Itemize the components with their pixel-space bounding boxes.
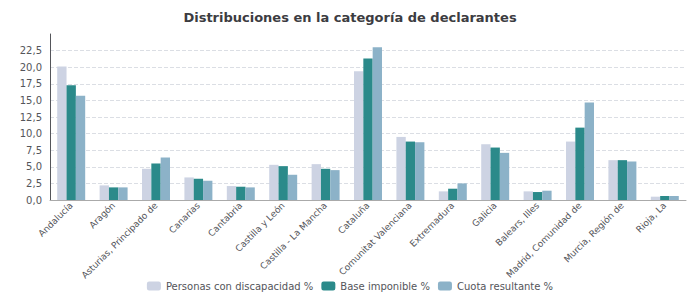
svg-text:Extremadura: Extremadura — [408, 200, 456, 248]
svg-text:Comunitat Valenciana: Comunitat Valenciana — [337, 200, 414, 277]
svg-text:Base imponible %: Base imponible % — [340, 281, 430, 292]
svg-text:Distribuciones en la categoría: Distribuciones en la categoría de declar… — [183, 10, 516, 25]
svg-text:Personas con discapacidad %: Personas con discapacidad % — [166, 281, 313, 292]
svg-text:Castilla - La Mancha: Castilla - La Mancha — [258, 200, 329, 271]
svg-text:Rioja, La: Rioja, La — [634, 200, 668, 234]
svg-text:7,5: 7,5 — [26, 145, 42, 156]
svg-text:10,0: 10,0 — [20, 128, 42, 139]
svg-text:2,5: 2,5 — [26, 178, 42, 189]
svg-text:17,5: 17,5 — [20, 78, 42, 89]
svg-text:Madrid, Comunidad de: Madrid, Comunidad de — [504, 200, 584, 280]
svg-text:Balears, Illes: Balears, Illes — [494, 200, 542, 248]
svg-text:Cantabria: Cantabria — [206, 200, 244, 238]
svg-text:0,0: 0,0 — [26, 195, 42, 206]
svg-text:Galicia: Galicia — [470, 200, 499, 229]
svg-text:Canarias: Canarias — [167, 200, 202, 235]
svg-text:Cataluña: Cataluña — [336, 200, 371, 235]
svg-text:12,5: 12,5 — [20, 112, 42, 123]
svg-text:15,0: 15,0 — [20, 95, 42, 106]
svg-text:Cuota resultante %: Cuota resultante % — [457, 281, 553, 292]
svg-text:Murcia, Región de: Murcia, Región de — [562, 200, 626, 264]
svg-text:Asturias, Principado de: Asturias, Principado de — [79, 200, 159, 280]
svg-text:22,5: 22,5 — [20, 45, 42, 56]
svg-text:Castilla y León: Castilla y León — [233, 200, 287, 254]
svg-text:Aragón: Aragón — [87, 200, 117, 230]
svg-text:Andalucía: Andalucía — [36, 200, 74, 238]
svg-text:20,0: 20,0 — [20, 62, 42, 73]
svg-text:5,0: 5,0 — [26, 161, 42, 172]
